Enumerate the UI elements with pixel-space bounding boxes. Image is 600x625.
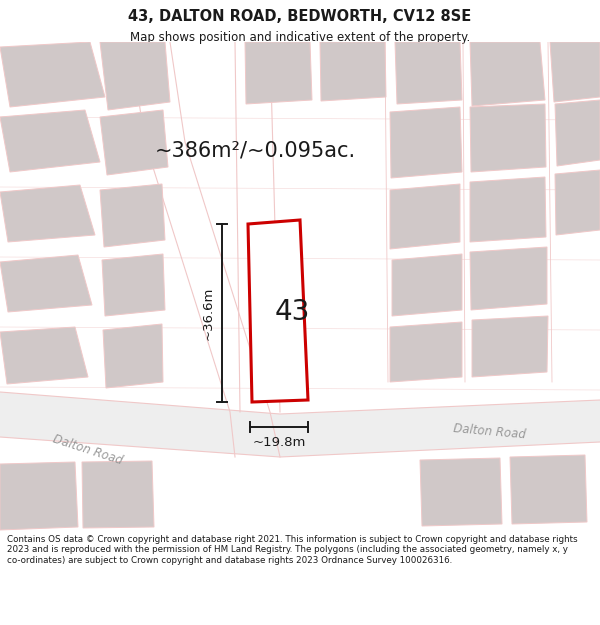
Text: ~36.6m: ~36.6m [202, 286, 215, 340]
Polygon shape [280, 400, 600, 457]
Polygon shape [0, 110, 100, 172]
Text: Dalton Road: Dalton Road [453, 422, 527, 442]
Polygon shape [0, 392, 280, 457]
Polygon shape [470, 247, 547, 310]
Text: Map shows position and indicative extent of the property.: Map shows position and indicative extent… [130, 31, 470, 44]
Text: ~19.8m: ~19.8m [253, 436, 305, 449]
Polygon shape [555, 100, 600, 166]
Text: 43: 43 [274, 298, 310, 326]
Polygon shape [82, 461, 154, 528]
Polygon shape [0, 42, 105, 107]
Polygon shape [470, 104, 546, 172]
Polygon shape [420, 458, 502, 526]
Polygon shape [245, 42, 312, 104]
Polygon shape [103, 324, 163, 388]
Polygon shape [390, 184, 460, 249]
Polygon shape [102, 254, 165, 316]
Text: ~386m²/~0.095ac.: ~386m²/~0.095ac. [154, 140, 356, 160]
Text: Dalton Road: Dalton Road [52, 432, 125, 468]
Polygon shape [395, 42, 462, 104]
Polygon shape [470, 177, 546, 242]
Polygon shape [390, 322, 462, 382]
Polygon shape [100, 42, 170, 110]
Polygon shape [100, 184, 165, 247]
Polygon shape [550, 42, 600, 102]
Polygon shape [510, 455, 587, 524]
Text: 43, DALTON ROAD, BEDWORTH, CV12 8SE: 43, DALTON ROAD, BEDWORTH, CV12 8SE [128, 9, 472, 24]
Polygon shape [0, 327, 88, 384]
Polygon shape [0, 462, 78, 530]
Polygon shape [392, 254, 462, 316]
Polygon shape [555, 170, 600, 235]
Polygon shape [248, 220, 308, 402]
Polygon shape [0, 185, 95, 242]
Polygon shape [320, 42, 386, 101]
Polygon shape [472, 316, 548, 377]
Text: Contains OS data © Crown copyright and database right 2021. This information is : Contains OS data © Crown copyright and d… [7, 535, 578, 564]
Polygon shape [0, 255, 92, 312]
Polygon shape [100, 110, 168, 175]
Polygon shape [470, 42, 545, 106]
Polygon shape [390, 107, 462, 178]
